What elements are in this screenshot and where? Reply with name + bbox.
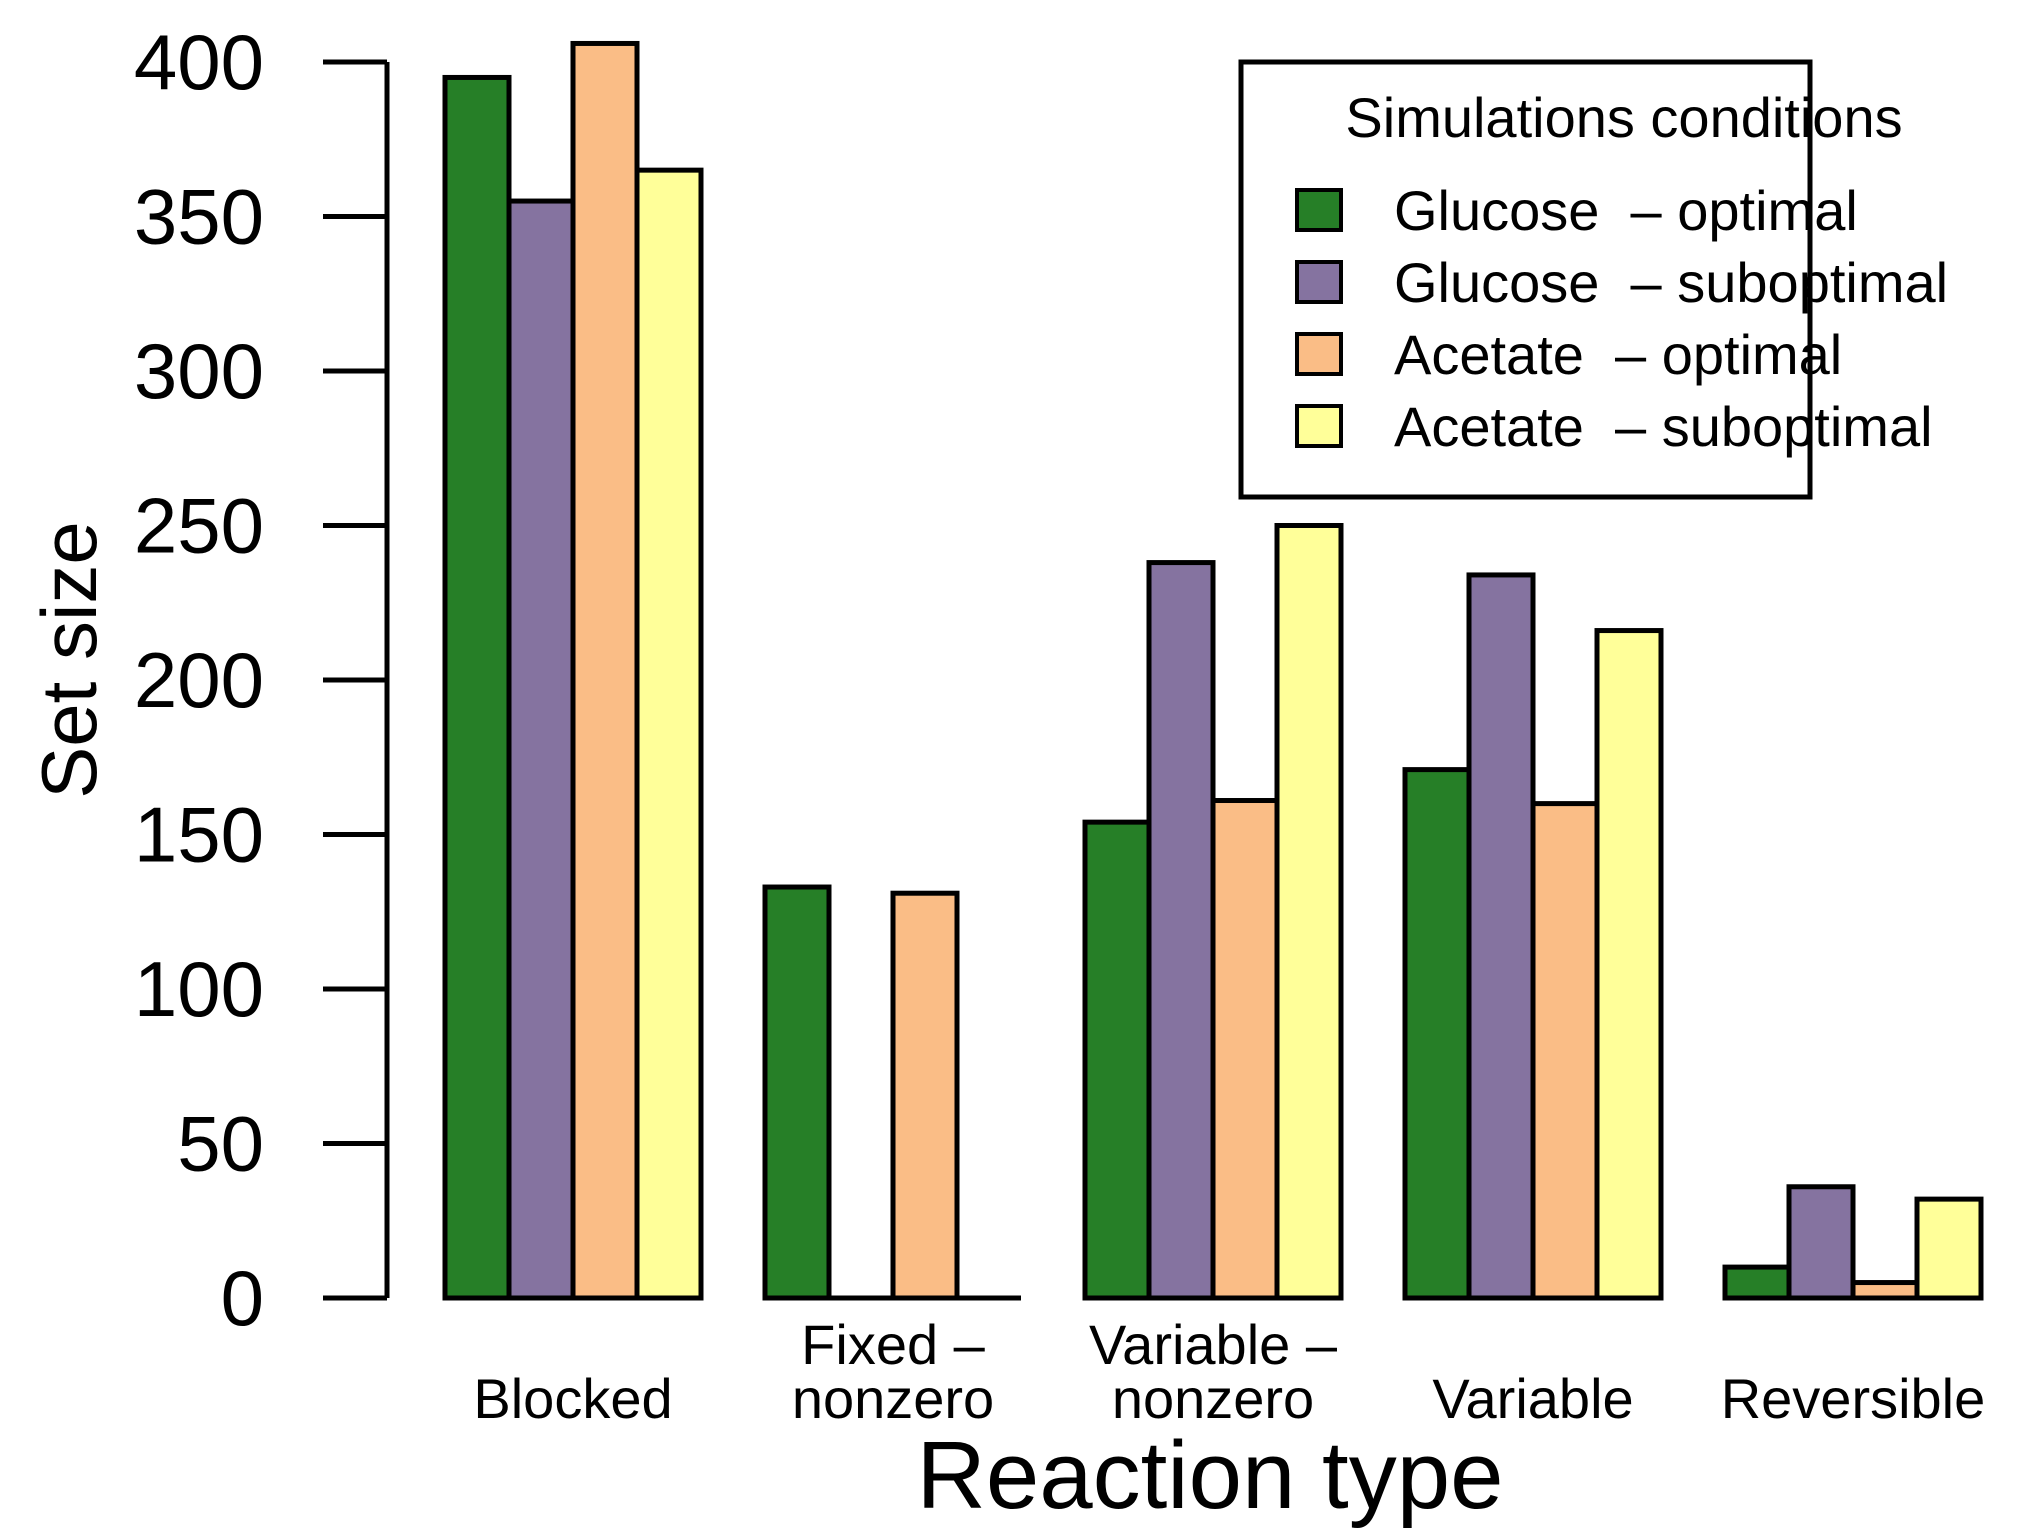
bar: [506, 198, 576, 1301]
bar: [1146, 560, 1216, 1301]
bar: [1786, 1184, 1856, 1301]
y-tick-label: 200: [134, 636, 264, 724]
bar: [1594, 628, 1664, 1301]
y-tick-label: 250: [134, 482, 264, 570]
legend-items: Glucose – optimal Glucose – suboptimal Ace…: [1295, 179, 1948, 458]
bar: [1914, 1196, 1984, 1301]
bar: [1402, 767, 1472, 1301]
bar: [1466, 572, 1536, 1301]
legend-swatch: [1295, 188, 1343, 232]
bar: [890, 890, 960, 1301]
x-category-label: Blocked: [473, 1367, 672, 1430]
y-tick-label: 100: [134, 945, 264, 1033]
bar: [442, 74, 512, 1301]
legend-label: Glucose – optimal: [1394, 179, 1858, 242]
legend-label: Glucose – suboptimal: [1394, 251, 1948, 314]
x-axis-title: Reaction type: [916, 1422, 1503, 1529]
bar: [762, 884, 832, 1301]
bar: [1082, 819, 1152, 1301]
y-axis: 0 50 100 150 200 250 300 350 400: [134, 18, 390, 1342]
y-axis-title: Set size: [25, 521, 113, 798]
bar: [1210, 798, 1280, 1301]
legend-label: Acetate – optimal: [1394, 323, 1842, 386]
y-tick-label: 350: [134, 173, 264, 261]
y-tick-label: 50: [177, 1100, 264, 1188]
y-tick-label: 400: [134, 18, 264, 106]
x-category-label: Variable –: [1089, 1313, 1338, 1376]
legend-swatch: [1295, 260, 1343, 304]
bar: [1722, 1264, 1792, 1301]
y-tick-label: 150: [134, 791, 264, 879]
legend-swatch: [1295, 332, 1343, 376]
bar: [570, 40, 640, 1301]
x-category-label: nonzero: [1112, 1367, 1314, 1430]
x-category-label: Variable: [1432, 1367, 1633, 1430]
legend-title: Simulations conditions: [1345, 86, 1902, 149]
x-category-label: nonzero: [792, 1367, 994, 1430]
legend-swatch: [1295, 404, 1343, 448]
legend-label: Acetate – suboptimal: [1394, 395, 1933, 458]
x-category-label: Reversible: [1721, 1367, 1986, 1430]
bar: [634, 167, 704, 1301]
y-tick-label: 0: [221, 1254, 264, 1342]
bars: [442, 40, 1984, 1301]
bar: [1530, 801, 1600, 1301]
bar: [1850, 1280, 1920, 1301]
bar: [1274, 523, 1344, 1301]
legend: Simulations conditions Glucose – optimal…: [1238, 59, 1948, 500]
y-tick-label: 300: [134, 327, 264, 415]
x-category-label: Fixed –: [801, 1313, 985, 1376]
